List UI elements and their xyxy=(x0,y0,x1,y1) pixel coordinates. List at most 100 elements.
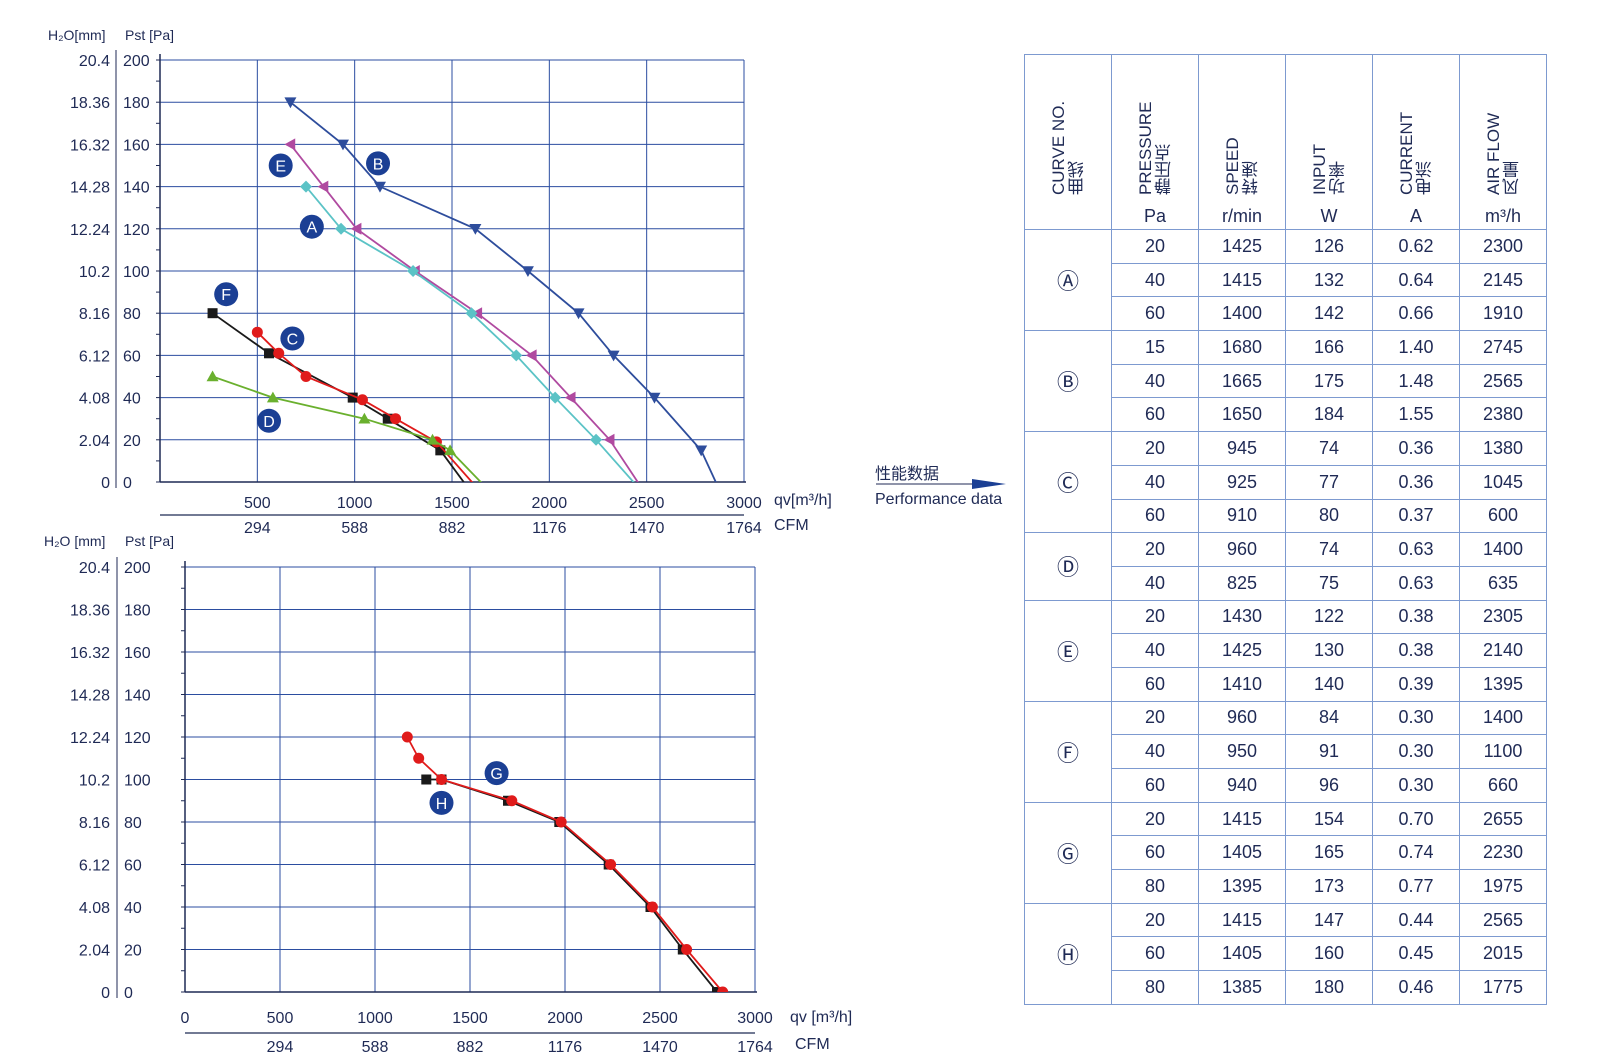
curve-badge-label: E xyxy=(275,159,286,176)
table-row: Ⓕ 20 960 84 0.30 1400 xyxy=(1024,700,1547,803)
y-tick-label-pa: 40 xyxy=(124,900,142,917)
curve-badge-F xyxy=(214,282,239,307)
table-cell: 2300 xyxy=(1459,229,1547,264)
table-cell: 0.66 xyxy=(1372,296,1460,332)
y-tick-label-pa: 180 xyxy=(123,95,150,112)
table-cell: 1395 xyxy=(1198,869,1286,904)
curve-id-cell: Ⓖ xyxy=(1024,801,1112,904)
curve-badge-label: C xyxy=(287,332,299,349)
table-cell: 635 xyxy=(1459,565,1547,601)
series-line-A xyxy=(305,186,635,482)
table-header-cell: SPEED 转速 r/min xyxy=(1198,54,1286,230)
table-cell: 60 xyxy=(1111,768,1199,803)
y-tick-label-pa: 160 xyxy=(123,137,150,154)
header-label: CURRENT 电流 xyxy=(1397,55,1435,203)
y-tick-label-pa: 80 xyxy=(123,306,141,323)
y-tick-label-mm: 0 xyxy=(101,475,110,492)
table-row: 40 1415 132 0.64 2145 xyxy=(1025,262,1547,298)
data-point xyxy=(373,181,386,193)
table-cell: 1425 xyxy=(1198,229,1286,264)
data-point xyxy=(572,308,585,320)
table-row: Ⓔ 20 1430 122 0.38 2305 xyxy=(1024,599,1547,702)
table-row: 60 1410 140 0.39 1395 xyxy=(1025,666,1547,702)
data-point xyxy=(603,433,615,446)
curve-badge-B xyxy=(366,151,391,176)
y-tick-label-mm: 16.32 xyxy=(70,137,110,154)
y-tick-label-pa: 100 xyxy=(123,264,150,281)
table-row: 60 910 80 0.37 600 xyxy=(1025,498,1547,534)
table-cell: 1680 xyxy=(1198,330,1286,365)
table-cell: 910 xyxy=(1198,498,1286,534)
curve-id-cell: Ⓕ xyxy=(1024,700,1112,803)
table-cell: 940 xyxy=(1198,768,1286,803)
table-cell: 40 xyxy=(1111,464,1199,500)
header-label: INPUT 功率 xyxy=(1310,55,1348,203)
y-tick-label-pa: 20 xyxy=(123,433,141,450)
table-cell: 60 xyxy=(1111,296,1199,332)
table-cell: 122 xyxy=(1285,599,1373,635)
table-cell: 0.70 xyxy=(1372,801,1460,837)
table-cell: 1400 xyxy=(1198,296,1286,332)
data-point xyxy=(317,180,329,193)
table-cell: 2015 xyxy=(1459,936,1547,972)
table-cell: 1430 xyxy=(1198,599,1286,635)
header-label-en: SPEED xyxy=(1223,137,1242,195)
performance-note-en: Performance data xyxy=(875,491,1003,508)
header-unit: Pa xyxy=(1143,206,1167,226)
x2-tick-label: 1470 xyxy=(642,1039,678,1056)
y-axis-label-mm: H₂O [mm] xyxy=(44,533,105,549)
table-cell: 2655 xyxy=(1459,801,1547,837)
data-point xyxy=(695,445,708,457)
y-tick-label-pa: 120 xyxy=(124,730,151,747)
header-label-en: AIR FLOW xyxy=(1484,112,1503,195)
table-header-cell: INPUT 功率 W xyxy=(1285,54,1373,230)
table-cell: 0.62 xyxy=(1372,229,1460,264)
y-tick-label-mm: 4.08 xyxy=(79,900,110,917)
series-B xyxy=(284,97,717,482)
data-point xyxy=(382,413,393,424)
x2-tick-label: 1176 xyxy=(548,1039,583,1056)
x-tick-label: 1500 xyxy=(434,495,470,512)
table-cell: 0.38 xyxy=(1372,633,1460,668)
table-cell: 825 xyxy=(1198,565,1286,601)
data-point xyxy=(347,392,358,403)
table-cell: 173 xyxy=(1285,869,1373,904)
table-cell: 147 xyxy=(1285,902,1373,938)
y-tick-label-mm: 8.16 xyxy=(79,306,110,323)
header-label-cn: 曲线 xyxy=(1068,161,1087,195)
x2-tick-label: 1764 xyxy=(726,520,762,537)
chart-2: 20018016014012010080604020020.418.3616.3… xyxy=(44,533,852,1056)
data-point xyxy=(465,307,478,320)
table-cell: 2140 xyxy=(1459,633,1547,668)
table-cell: 20 xyxy=(1111,229,1199,264)
curve-badge-C xyxy=(280,326,305,351)
data-point xyxy=(413,752,425,764)
table-row: Ⓐ 20 1425 126 0.62 2300 xyxy=(1024,228,1547,332)
data-point xyxy=(717,986,729,992)
y-tick-label-mm: 10.2 xyxy=(79,773,110,790)
curve-id-cell: Ⓔ xyxy=(1024,599,1112,702)
header-unit: A xyxy=(1409,206,1422,226)
data-point xyxy=(206,370,219,382)
y-tick-label-mm: 8.16 xyxy=(79,815,110,832)
table-cell: 126 xyxy=(1285,229,1373,264)
data-point xyxy=(712,987,722,992)
x-tick-label: 2000 xyxy=(547,1010,583,1027)
table-row: 60 940 96 0.30 660 xyxy=(1025,768,1547,803)
curve-badge-D xyxy=(257,408,282,433)
grid xyxy=(160,59,745,483)
y-tick-label-mm: 16.32 xyxy=(70,645,110,662)
table-cell: 1425 xyxy=(1198,633,1286,668)
table-row: 60 1405 165 0.74 2230 xyxy=(1025,835,1547,871)
table-header-cell: CURRENT 电流 A xyxy=(1372,54,1460,230)
curve-badge-label: B xyxy=(373,156,384,173)
table-cell: 1775 xyxy=(1459,970,1547,1005)
data-point xyxy=(401,731,413,743)
header-label-cn: 风量 xyxy=(1503,161,1522,195)
curve-id-cell: Ⓑ xyxy=(1024,330,1112,433)
table-cell: 2565 xyxy=(1459,902,1547,938)
series-C xyxy=(251,326,474,482)
data-point xyxy=(436,774,447,785)
series-line-D xyxy=(212,375,482,482)
